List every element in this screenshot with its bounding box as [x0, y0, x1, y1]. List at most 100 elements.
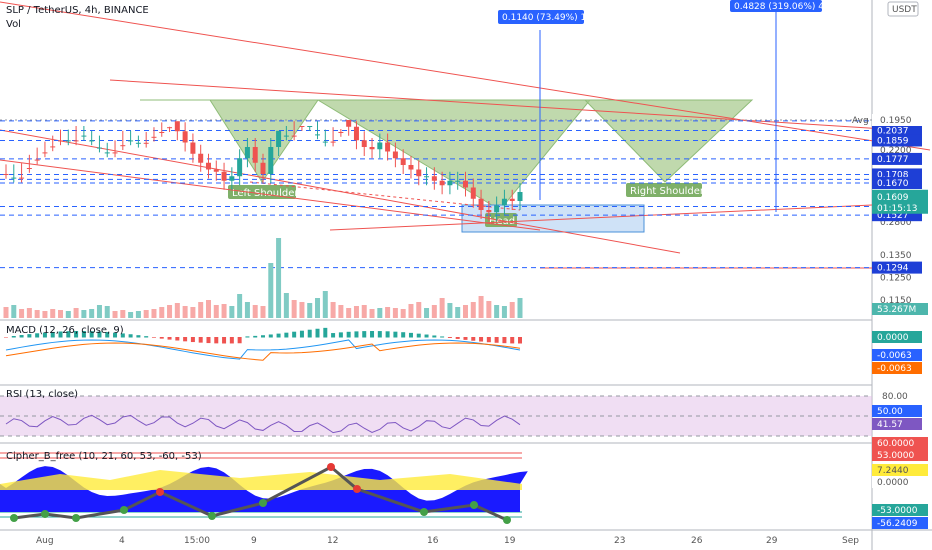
- macd-histogram-bar: [198, 337, 203, 343]
- x-tick-label: 19: [504, 536, 516, 546]
- pattern-label-bg: [228, 185, 296, 199]
- macd-value: -0.0063: [877, 351, 912, 361]
- candle: [470, 187, 476, 199]
- macd-histogram-bar: [510, 337, 515, 344]
- volume-bar: [120, 310, 126, 318]
- avg-tag: [872, 114, 922, 126]
- x-tick-label: 26: [691, 536, 703, 546]
- volume-bar: [73, 308, 79, 318]
- candle: [3, 174, 9, 175]
- macd-histogram-bar: [19, 335, 24, 338]
- volume-bar: [283, 293, 289, 318]
- candle: [151, 136, 157, 138]
- volume-bar: [19, 309, 25, 318]
- volume-bar: [58, 310, 64, 318]
- x-tick-label: Sep: [842, 536, 859, 546]
- price-level-tag: [872, 124, 922, 137]
- volume-bar: [408, 304, 414, 318]
- volume-bar: [143, 310, 149, 318]
- volume-bar: [377, 308, 383, 318]
- macd-histogram-bar: [518, 337, 522, 344]
- volume-bar: [128, 312, 134, 318]
- candle: [494, 205, 500, 213]
- macd-histogram-bar: [494, 337, 499, 343]
- volume-bar: [322, 291, 328, 318]
- macd-histogram-bar: [229, 337, 234, 344]
- volume-bar: [338, 305, 344, 318]
- macd-histogram-bar: [354, 331, 359, 338]
- volume-bar: [26, 308, 32, 318]
- candle: [167, 127, 173, 129]
- macd-histogram-bar: [66, 331, 71, 338]
- volume-bar: [50, 309, 56, 318]
- macd-histogram-bar: [183, 337, 188, 342]
- projection-badge: [730, 0, 822, 12]
- macd-histogram-bar: [175, 337, 180, 341]
- y-tick-label: 0.2200: [880, 146, 912, 156]
- volume-bar: [213, 305, 219, 318]
- price-level-label: 0.1708: [877, 170, 909, 180]
- volume-bar: [174, 303, 180, 318]
- cipher-value: 0.0000: [877, 478, 909, 488]
- trend-line: [0, 1, 931, 151]
- volume-bar: [3, 307, 9, 318]
- pattern-label-bg: [626, 183, 702, 197]
- macd-histogram-bar: [245, 336, 250, 338]
- volume-bar: [34, 310, 40, 318]
- candle: [322, 141, 328, 143]
- macd-histogram-bar: [432, 335, 437, 338]
- macd-histogram-bar: [440, 336, 445, 338]
- macd-histogram-bar: [4, 337, 8, 338]
- price-level-label: 0.2037: [877, 126, 909, 136]
- x-tick-label: 23: [614, 536, 625, 546]
- volume-bar: [517, 298, 523, 318]
- macd-tag: [872, 331, 922, 343]
- macd-histogram-bar: [455, 337, 460, 339]
- cipher-dot: [353, 485, 361, 493]
- x-tick-label: 29: [766, 536, 778, 546]
- candle: [42, 152, 48, 154]
- volume-bar: [81, 310, 87, 318]
- candle: [361, 140, 367, 147]
- volume-bar: [96, 305, 102, 318]
- candle: [135, 142, 141, 144]
- trend-line: [0, 159, 541, 231]
- trend-line: [109, 79, 901, 131]
- macd-histogram-bar: [338, 332, 343, 338]
- volume-bar: [307, 303, 313, 318]
- volume-bar: [470, 302, 476, 318]
- macd-histogram-bar: [299, 330, 304, 338]
- volume-bar: [299, 302, 305, 318]
- candle: [205, 162, 211, 170]
- candle: [11, 177, 17, 179]
- macd-histogram-bar: [105, 332, 110, 338]
- cipher-tag: [872, 464, 928, 476]
- macd-histogram-bar: [11, 336, 16, 338]
- cipher-value: 53.0000: [877, 451, 914, 461]
- candle: [330, 141, 336, 143]
- macd-histogram-bar: [393, 331, 398, 338]
- candle: [447, 180, 453, 186]
- cipher-dot: [120, 506, 128, 514]
- macd-histogram-bar: [190, 337, 195, 343]
- candle: [424, 176, 430, 178]
- volume-bar: [486, 301, 492, 318]
- cipher-tag: [872, 517, 928, 529]
- pattern-label: Right Shoulder: [630, 186, 705, 197]
- macd-histogram-bar: [315, 328, 320, 338]
- trend-line: [329, 204, 873, 231]
- last-price: 0.1609: [877, 193, 909, 203]
- currency-badge[interactable]: [887, 1, 919, 17]
- cipher-money-flow: [0, 470, 522, 490]
- macd-histogram-bar: [268, 334, 273, 338]
- volume-bar: [190, 307, 196, 318]
- cipher-pane: 60.0000 53.0000 7.2440 0.0000 -53.0000 -56.24…: [0, 437, 928, 529]
- candle: [34, 159, 40, 161]
- volume-bar: [431, 305, 437, 318]
- volume-bar: [112, 311, 118, 318]
- candle: [229, 176, 235, 181]
- avg-label: Avg: [852, 116, 869, 126]
- candle: [120, 145, 126, 147]
- macd-histogram-bar: [159, 337, 164, 339]
